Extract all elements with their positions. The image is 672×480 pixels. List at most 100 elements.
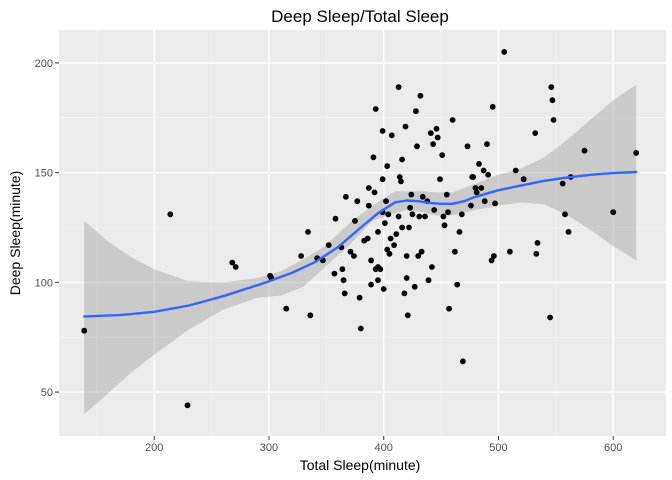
data-point	[429, 264, 435, 270]
data-point	[449, 117, 456, 123]
data-point	[446, 305, 452, 312]
data-point	[439, 152, 446, 159]
data-point	[550, 117, 557, 123]
data-point	[386, 250, 393, 257]
data-point	[375, 229, 381, 235]
data-point	[305, 229, 311, 235]
data-point	[460, 358, 466, 365]
y-tick-label: 200	[35, 58, 53, 70]
data-point	[393, 231, 400, 238]
x-tick-label: 400	[375, 442, 393, 454]
data-point	[489, 103, 496, 110]
data-point	[406, 224, 412, 231]
data-point	[559, 180, 566, 187]
data-point	[396, 174, 403, 180]
data-point	[512, 167, 519, 174]
data-point	[445, 209, 451, 216]
data-point	[437, 176, 443, 183]
data-point	[488, 257, 495, 264]
data-point	[458, 211, 465, 218]
data-point	[473, 189, 480, 196]
data-point	[377, 266, 384, 273]
smooth-fit-line	[82, 170, 638, 318]
data-point	[565, 229, 572, 235]
data-point	[184, 402, 191, 409]
data-point	[425, 277, 432, 284]
data-point	[351, 253, 357, 259]
data-point	[419, 193, 426, 200]
data-point	[379, 176, 386, 183]
chart-title: Deep Sleep/Total Sleep	[271, 7, 449, 26]
data-point	[433, 125, 440, 132]
data-point	[307, 312, 314, 319]
data-point	[464, 143, 471, 150]
y-tick-label: 100	[35, 277, 53, 289]
data-point	[391, 242, 397, 249]
data-point	[422, 213, 428, 220]
data-point	[476, 161, 482, 167]
smooth-line-group	[82, 170, 638, 318]
data-point	[331, 270, 338, 277]
data-point	[395, 213, 402, 220]
y-axis-title: Deep Sleep(minute)	[7, 171, 23, 296]
data-point	[343, 193, 349, 200]
data-point	[478, 185, 485, 191]
data-point	[232, 264, 239, 270]
data-point	[375, 277, 381, 284]
data-point	[418, 248, 425, 255]
data-point	[325, 242, 332, 249]
data-point	[404, 312, 411, 319]
data-point	[372, 106, 379, 112]
data-point	[332, 215, 339, 222]
data-point	[385, 211, 392, 218]
data-point	[468, 202, 474, 209]
data-point	[365, 185, 372, 191]
data-point	[434, 134, 441, 141]
data-point	[485, 171, 491, 178]
data-point	[388, 132, 395, 139]
y-axis: 50 100 150 200	[35, 58, 59, 399]
data-point	[581, 147, 588, 154]
data-point	[430, 141, 436, 148]
data-point	[283, 305, 290, 312]
data-point	[492, 200, 498, 207]
x-axis-title: Total Sleep(minute)	[300, 457, 421, 473]
data-point	[370, 154, 377, 161]
data-point	[633, 150, 640, 156]
data-point	[401, 290, 408, 297]
data-point	[440, 213, 447, 220]
data-point	[431, 207, 438, 213]
data-point	[427, 130, 434, 137]
data-point	[167, 211, 174, 218]
data-point	[364, 235, 371, 242]
data-point	[520, 176, 527, 183]
data-point	[413, 108, 419, 115]
data-point	[547, 314, 553, 321]
data-point	[399, 224, 405, 231]
x-tick-label: 300	[260, 442, 278, 454]
data-point	[365, 202, 372, 209]
data-point	[532, 130, 539, 137]
data-point	[382, 220, 388, 227]
data-point	[371, 189, 378, 196]
data-point	[395, 84, 402, 90]
plot-panel	[59, 30, 666, 436]
data-point	[472, 185, 479, 191]
data-point	[403, 253, 410, 259]
data-point	[368, 281, 374, 288]
data-point	[470, 174, 477, 180]
data-point	[416, 213, 423, 220]
data-point	[298, 253, 304, 259]
data-point	[415, 253, 422, 259]
y-tick-label: 150	[35, 168, 53, 180]
data-point	[443, 191, 450, 198]
data-point	[356, 294, 363, 301]
x-axis: 200 300 400 500 600	[145, 436, 622, 454]
x-tick-label: 500	[489, 442, 507, 454]
data-point	[610, 209, 617, 216]
data-point	[456, 229, 463, 235]
data-point	[384, 246, 391, 253]
data-point	[534, 240, 541, 246]
data-point	[339, 266, 346, 273]
